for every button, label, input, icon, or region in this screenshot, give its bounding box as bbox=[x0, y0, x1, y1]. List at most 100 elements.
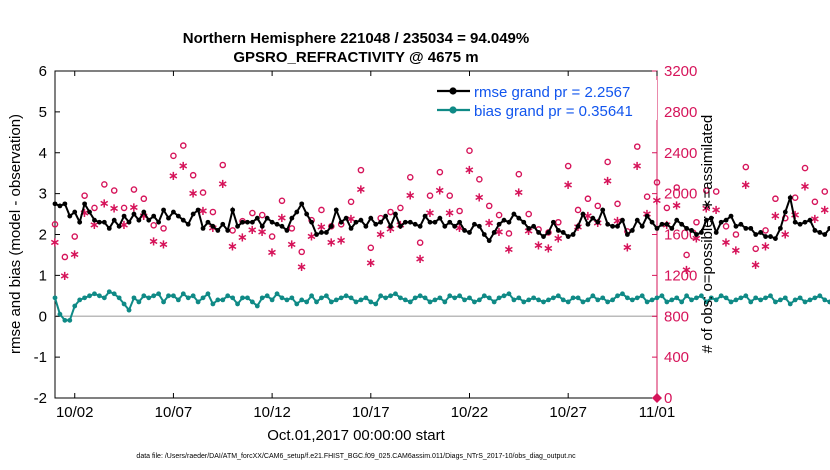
obs-possible-marker bbox=[278, 197, 286, 205]
bias-point bbox=[279, 295, 285, 301]
bias-point bbox=[363, 295, 369, 301]
bias-point bbox=[195, 299, 201, 305]
bias-point bbox=[481, 293, 487, 299]
obs-possible-marker bbox=[397, 204, 404, 212]
rmse-point bbox=[180, 217, 186, 223]
rmse-point bbox=[358, 217, 364, 223]
bias-point bbox=[486, 295, 492, 301]
obs-possible-marker bbox=[772, 195, 779, 203]
obs-possible-marker bbox=[357, 166, 365, 174]
rmse-point bbox=[205, 219, 211, 225]
obs-assimilated-marker: ∗ bbox=[227, 240, 238, 255]
bias-point bbox=[684, 293, 690, 299]
legend-rmse-label: rmse grand pr = 2.2567 bbox=[474, 84, 630, 101]
rmse-point bbox=[319, 230, 324, 235]
bias-point bbox=[72, 303, 78, 309]
bias-point bbox=[121, 301, 127, 307]
rmse-point bbox=[146, 217, 152, 223]
rmse-point bbox=[235, 223, 240, 229]
rmse-point bbox=[654, 225, 660, 231]
bias-point bbox=[151, 293, 157, 299]
y-left-tick-label: 4 bbox=[39, 145, 47, 162]
obs-possible-marker bbox=[160, 225, 167, 232]
obs-assimilated-marker: ∗ bbox=[701, 202, 712, 217]
rmse-point bbox=[333, 207, 339, 213]
obs-assimilated-marker: ∗ bbox=[296, 260, 307, 275]
bias-point bbox=[383, 295, 389, 301]
rmse-point bbox=[294, 209, 300, 215]
rmse-point bbox=[743, 225, 749, 231]
bias-point bbox=[338, 295, 344, 301]
rmse-point bbox=[674, 217, 680, 223]
obs-assimilated-marker: ∗ bbox=[425, 206, 436, 221]
bias-point bbox=[777, 297, 783, 303]
rmse-point bbox=[136, 217, 142, 223]
obs-possible-marker bbox=[71, 233, 79, 240]
legend: rmse grand pr = 2.2567 bias grand pr = 0… bbox=[432, 80, 657, 120]
obs-possible-marker bbox=[140, 195, 148, 203]
obs-assimilated-marker: ∗ bbox=[474, 190, 485, 205]
y-axis-right-label: # of obs: o=possible; ∗=assimilated bbox=[699, 115, 716, 354]
rmse-point bbox=[57, 203, 63, 209]
obs-assimilated-marker: ∗ bbox=[168, 169, 179, 184]
obs-assimilated-marker: ∗ bbox=[128, 201, 139, 216]
rmse-point bbox=[708, 215, 714, 221]
bias-point bbox=[417, 293, 423, 299]
rmse-point bbox=[402, 219, 408, 225]
obs-possible-marker bbox=[791, 194, 799, 202]
obs-assimilated-marker: ∗ bbox=[415, 252, 426, 267]
rmse-point bbox=[309, 219, 314, 225]
obs-assimilated-marker: ∗ bbox=[257, 225, 268, 240]
rmse-point bbox=[442, 223, 448, 229]
rmse-point bbox=[141, 209, 147, 215]
legend-background bbox=[432, 80, 657, 120]
bias-point bbox=[180, 291, 186, 297]
bias-point bbox=[393, 291, 398, 297]
rmse-point bbox=[131, 211, 137, 217]
bias-point bbox=[87, 293, 92, 299]
rmse-point bbox=[437, 215, 443, 221]
obs-assimilated-marker: ∗ bbox=[375, 227, 386, 242]
rmse-point bbox=[521, 219, 527, 225]
obs-assimilated-marker: ∗ bbox=[819, 203, 830, 218]
rmse-point bbox=[106, 225, 112, 231]
rmse-point bbox=[407, 219, 413, 225]
x-tick-label: 10/17 bbox=[352, 404, 390, 421]
obs-assimilated-marker: ∗ bbox=[553, 231, 564, 246]
obs-assimilated-marker: ∗ bbox=[79, 206, 90, 221]
rmse-point bbox=[121, 213, 127, 219]
bias-point bbox=[546, 297, 551, 303]
bias-point bbox=[768, 293, 773, 299]
rmse-point bbox=[585, 221, 591, 227]
bias-point bbox=[111, 291, 117, 297]
rmse-point bbox=[62, 201, 68, 207]
bias-point bbox=[476, 297, 482, 303]
rmse-point bbox=[773, 236, 778, 241]
obs-possible-marker bbox=[209, 208, 217, 216]
y-left-tick-label: -1 bbox=[34, 349, 47, 366]
rmse-point bbox=[728, 213, 734, 219]
y-right-tick-label: 2800 bbox=[664, 104, 697, 121]
bias-point bbox=[240, 295, 245, 301]
bias-point bbox=[550, 295, 556, 301]
bias-point bbox=[718, 293, 724, 299]
bias-point bbox=[817, 293, 823, 299]
rmse-point bbox=[699, 230, 704, 235]
obs-assimilated-marker: ∗ bbox=[138, 209, 149, 224]
rmse-point bbox=[723, 217, 729, 223]
obs-assimilated-marker: ∗ bbox=[800, 179, 811, 194]
bias-point bbox=[101, 295, 107, 301]
obs-assimilated-marker: ∗ bbox=[50, 235, 61, 250]
rmse-point bbox=[240, 219, 245, 225]
obs-possible-marker bbox=[732, 231, 740, 238]
rmse-point bbox=[486, 238, 492, 244]
bias-point bbox=[323, 293, 329, 299]
obs-possible-marker bbox=[555, 218, 562, 226]
bias-point bbox=[259, 295, 265, 301]
bias-point bbox=[422, 295, 428, 301]
obs-assimilated-marker: ∗ bbox=[89, 218, 100, 233]
bias-point bbox=[708, 295, 714, 301]
obs-possible-marker bbox=[811, 198, 819, 206]
bias-point bbox=[299, 297, 305, 303]
